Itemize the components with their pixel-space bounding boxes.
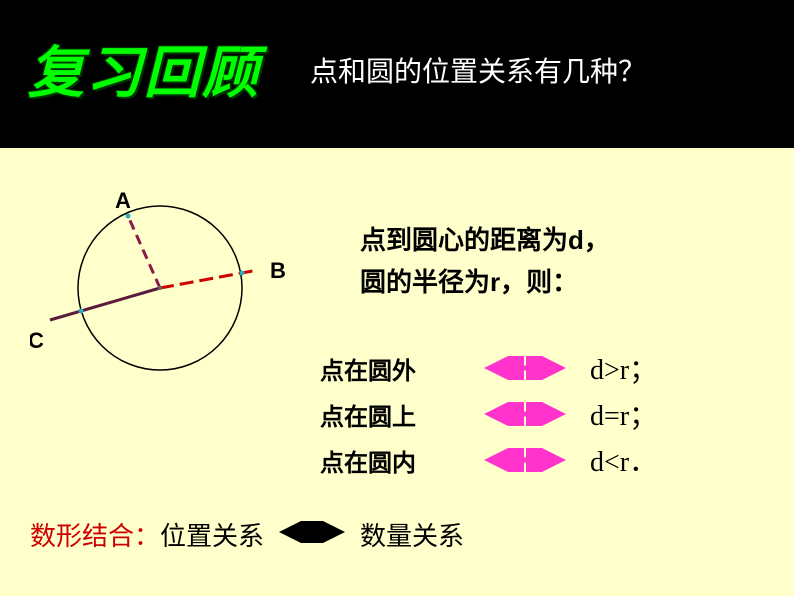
content: A B C 点到圆心的距离为d， 圆的半径为r，则： 点在圆外 d>r； 点在圆… <box>0 148 794 596</box>
relation-label-2: 点在圆上 <box>320 397 460 432</box>
relation-row-1: 点在圆外 d>r； <box>320 348 657 388</box>
point-b-dot <box>240 271 245 276</box>
description: 点到圆心的距离为d， 圆的半径为r，则： <box>360 220 610 303</box>
bottom-red: 数形结合： <box>30 516 160 553</box>
circle-diagram: A B C <box>30 178 320 378</box>
line-c <box>50 288 160 320</box>
bottom-line: 数形结合： 位置关系 数量关系 <box>30 516 464 553</box>
point-c-dot <box>79 309 84 314</box>
label-a: A <box>115 188 131 213</box>
relation-formula-3: d<r． <box>590 440 657 480</box>
relation-row-2: 点在圆上 d=r； <box>320 394 657 434</box>
relation-formula-1: d>r； <box>590 348 657 388</box>
arrow-2 <box>460 402 590 426</box>
bottom-left: 位置关系 <box>160 516 264 553</box>
title-sub: 点和圆的位置关系有几种？ <box>310 50 646 90</box>
label-b: B <box>270 258 286 283</box>
arrow-3 <box>460 448 590 472</box>
bottom-right: 数量关系 <box>360 516 464 553</box>
slide: 复习回顾 点和圆的位置关系有几种？ A B C 点到圆心的距离为d， 圆的半 <box>0 0 794 596</box>
desc-line1: 点到圆心的距离为d， <box>360 220 610 262</box>
relation-label-1: 点在圆外 <box>320 351 460 386</box>
header: 复习回顾 点和圆的位置关系有几种？ <box>0 0 794 148</box>
relation-label-3: 点在圆内 <box>320 443 460 478</box>
label-c: C <box>30 328 44 353</box>
title-main: 复习回顾 <box>28 28 260 109</box>
point-a-dot <box>126 214 131 219</box>
line-a <box>128 216 160 288</box>
relation-formula-2: d=r； <box>590 394 657 434</box>
arrow-1 <box>460 356 590 380</box>
center-dot <box>158 286 162 290</box>
relation-row-3: 点在圆内 d<r． <box>320 440 657 480</box>
bottom-arrow <box>272 520 352 550</box>
desc-line2: 圆的半径为r，则： <box>360 262 610 304</box>
